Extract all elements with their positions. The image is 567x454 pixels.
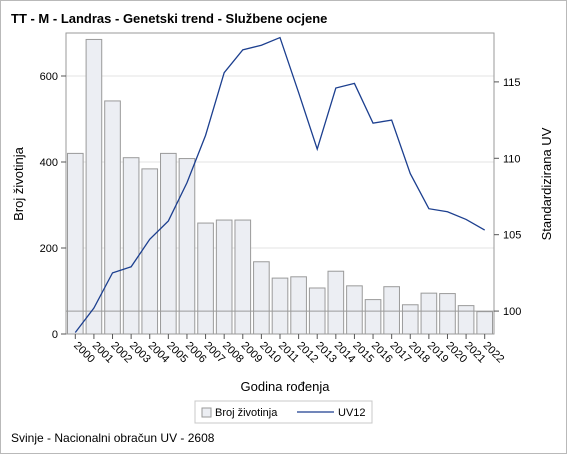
right-axis-label: Standardizirana UV [539,127,554,240]
line-series [74,36,486,333]
bar-2009 [234,219,252,335]
right-tick-label-100: 100 [503,306,521,318]
bar-2012 [290,276,307,335]
right-tick-label-110: 110 [503,153,521,165]
left-axis-ticks: 0 200 400 600 [40,71,66,341]
bar-2005 [160,152,177,335]
bar-2010 [253,261,270,335]
x-axis-label: Godina rođenja [241,379,331,394]
uv12-line [74,36,486,333]
bar-2017 [383,286,400,335]
left-tick-label-400: 400 [40,157,58,169]
bar-2021 [457,305,475,335]
chart-title: TT - M - Landras - Genetski trend - Služ… [11,11,328,26]
right-tick-label-105: 105 [503,230,521,242]
left-axis-label: Broj životinja [11,146,26,220]
left-tick-label-200: 200 [40,243,58,255]
bar-2007 [197,222,214,335]
legend-bar-swatch [201,407,212,418]
bar-2002 [104,100,121,335]
bar-2008 [215,219,233,335]
bar-series [66,38,494,335]
bar-2014 [327,270,345,335]
bar-2011 [271,277,289,335]
legend-line-label: UV12 [338,407,366,419]
bar-2001 [85,38,103,335]
bar-2004 [141,168,159,335]
legend-bar-label: Broj životinja [215,407,278,419]
legend-box [194,400,373,424]
bar-2019 [420,292,438,335]
bar-2016 [364,299,382,335]
right-axis-ticks: 100 105 110 115 [494,77,521,318]
bar-2006 [178,158,196,335]
bar-2018 [401,304,419,335]
bar-2003 [122,157,140,335]
right-tick-label-115: 115 [503,77,521,89]
bar-2022 [476,311,494,335]
left-tick-label-0: 0 [52,329,58,341]
x-axis-ticks: 2000200120022003200420052006200720082009… [71,334,506,365]
footer-note: Svinje - Nacionalni obračun UV - 2608 [11,431,215,445]
bar-2015 [346,285,363,335]
left-tick-label-600: 600 [40,71,58,83]
legend: Broj životinja UV12 [194,400,373,424]
bar-2000 [66,152,84,335]
bar-2020 [439,293,456,335]
